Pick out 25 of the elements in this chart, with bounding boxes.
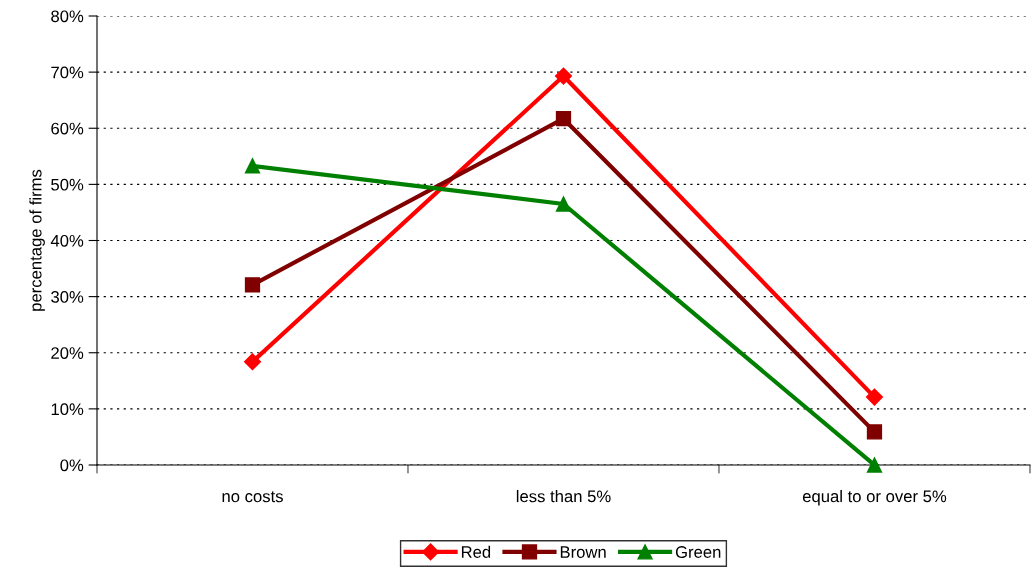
y-tick-label: 50% (51, 178, 84, 191)
legend-label: Green (675, 546, 721, 558)
y-tick-label: 80% (51, 10, 84, 23)
y-tick-label: 40% (50, 234, 84, 247)
y-tick-label: 60% (51, 122, 84, 135)
y-tick-label: 20% (51, 347, 84, 359)
point (866, 424, 883, 440)
y-tick-label: 70% (51, 66, 84, 79)
x-tick-label: no costs (222, 491, 283, 503)
point (554, 67, 573, 85)
point (243, 353, 262, 371)
x-tick-label: less than 5% (516, 490, 611, 503)
y-axis-title: percentage of firms (29, 169, 45, 311)
point (244, 158, 261, 174)
point (866, 457, 883, 473)
legend-label: Brown (560, 546, 606, 558)
y-tick-label: 10% (51, 403, 84, 416)
point (865, 388, 884, 406)
x-tick-label: equal to or over 5% (802, 490, 947, 506)
legend-label: Red (461, 545, 491, 558)
y-tick-label: 30% (51, 291, 84, 303)
point (555, 111, 572, 127)
point (555, 196, 572, 212)
y-tick-label: 0% (60, 459, 84, 472)
point (244, 277, 261, 293)
